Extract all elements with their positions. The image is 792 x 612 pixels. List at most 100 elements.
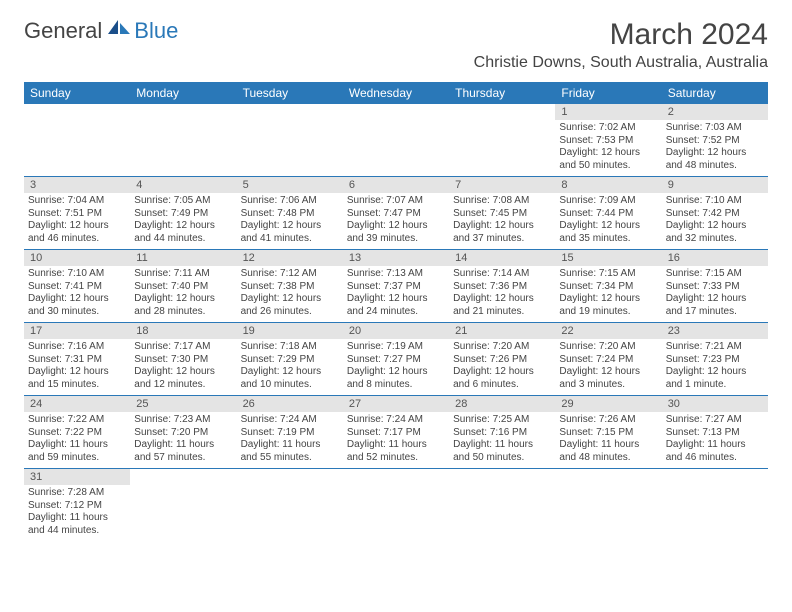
daylight-line: Daylight: 11 hours and 46 minutes. [666, 439, 764, 464]
daylight-line: Daylight: 12 hours and 32 minutes. [666, 220, 764, 245]
day-details: Sunrise: 7:10 AMSunset: 7:42 PMDaylight:… [662, 193, 768, 249]
sunset-line: Sunset: 7:33 PM [666, 281, 764, 294]
sunset-line: Sunset: 7:45 PM [453, 208, 551, 221]
sunset-line: Sunset: 7:20 PM [134, 427, 232, 440]
calendar-cell: 2Sunrise: 7:03 AMSunset: 7:52 PMDaylight… [662, 104, 768, 177]
day-number: 31 [24, 469, 130, 485]
sunset-line: Sunset: 7:12 PM [28, 500, 126, 513]
daylight-line: Daylight: 12 hours and 6 minutes. [453, 366, 551, 391]
sunrise-line: Sunrise: 7:03 AM [666, 122, 764, 135]
day-details: Sunrise: 7:24 AMSunset: 7:19 PMDaylight:… [237, 412, 343, 468]
day-number: 8 [555, 177, 661, 193]
daylight-line: Daylight: 12 hours and 50 minutes. [559, 147, 657, 172]
sunrise-line: Sunrise: 7:12 AM [241, 268, 339, 281]
sunrise-line: Sunrise: 7:11 AM [134, 268, 232, 281]
day-details: Sunrise: 7:11 AMSunset: 7:40 PMDaylight:… [130, 266, 236, 322]
sunrise-line: Sunrise: 7:15 AM [559, 268, 657, 281]
daylight-line: Daylight: 12 hours and 19 minutes. [559, 293, 657, 318]
day-details: Sunrise: 7:28 AMSunset: 7:12 PMDaylight:… [24, 485, 130, 541]
day-details: Sunrise: 7:16 AMSunset: 7:31 PMDaylight:… [24, 339, 130, 395]
sunrise-line: Sunrise: 7:10 AM [28, 268, 126, 281]
calendar-cell: 28Sunrise: 7:25 AMSunset: 7:16 PMDayligh… [449, 396, 555, 469]
day-details: Sunrise: 7:21 AMSunset: 7:23 PMDaylight:… [662, 339, 768, 395]
day-details: Sunrise: 7:03 AMSunset: 7:52 PMDaylight:… [662, 120, 768, 176]
sunset-line: Sunset: 7:37 PM [347, 281, 445, 294]
sunset-line: Sunset: 7:24 PM [559, 354, 657, 367]
sunrise-line: Sunrise: 7:07 AM [347, 195, 445, 208]
day-number: 30 [662, 396, 768, 412]
calendar-cell [449, 104, 555, 177]
day-number: 9 [662, 177, 768, 193]
sunset-line: Sunset: 7:15 PM [559, 427, 657, 440]
day-details: Sunrise: 7:20 AMSunset: 7:26 PMDaylight:… [449, 339, 555, 395]
calendar-week-row: 17Sunrise: 7:16 AMSunset: 7:31 PMDayligh… [24, 323, 768, 396]
sunset-line: Sunset: 7:22 PM [28, 427, 126, 440]
day-details: Sunrise: 7:15 AMSunset: 7:34 PMDaylight:… [555, 266, 661, 322]
sunset-line: Sunset: 7:47 PM [347, 208, 445, 221]
day-details: Sunrise: 7:23 AMSunset: 7:20 PMDaylight:… [130, 412, 236, 468]
sunrise-line: Sunrise: 7:15 AM [666, 268, 764, 281]
sunrise-line: Sunrise: 7:02 AM [559, 122, 657, 135]
sunset-line: Sunset: 7:16 PM [453, 427, 551, 440]
sunset-line: Sunset: 7:34 PM [559, 281, 657, 294]
sunset-line: Sunset: 7:31 PM [28, 354, 126, 367]
sunrise-line: Sunrise: 7:09 AM [559, 195, 657, 208]
day-details: Sunrise: 7:13 AMSunset: 7:37 PMDaylight:… [343, 266, 449, 322]
calendar-cell: 27Sunrise: 7:24 AMSunset: 7:17 PMDayligh… [343, 396, 449, 469]
title-block: March 2024 Christie Downs, South Austral… [474, 18, 768, 72]
sunrise-line: Sunrise: 7:24 AM [241, 414, 339, 427]
calendar-cell: 4Sunrise: 7:05 AMSunset: 7:49 PMDaylight… [130, 177, 236, 250]
sunrise-line: Sunrise: 7:17 AM [134, 341, 232, 354]
sunrise-line: Sunrise: 7:08 AM [453, 195, 551, 208]
day-number: 2 [662, 104, 768, 120]
sunset-line: Sunset: 7:53 PM [559, 135, 657, 148]
daylight-line: Daylight: 12 hours and 3 minutes. [559, 366, 657, 391]
calendar-cell [449, 469, 555, 542]
sunrise-line: Sunrise: 7:04 AM [28, 195, 126, 208]
sunset-line: Sunset: 7:23 PM [666, 354, 764, 367]
title-location: Christie Downs, South Australia, Austral… [474, 54, 768, 72]
daylight-line: Daylight: 12 hours and 17 minutes. [666, 293, 764, 318]
day-details: Sunrise: 7:17 AMSunset: 7:30 PMDaylight:… [130, 339, 236, 395]
sunset-line: Sunset: 7:48 PM [241, 208, 339, 221]
daylight-line: Daylight: 12 hours and 48 minutes. [666, 147, 764, 172]
weekday-header: Saturday [662, 82, 768, 104]
daylight-line: Daylight: 11 hours and 48 minutes. [559, 439, 657, 464]
sunrise-line: Sunrise: 7:21 AM [666, 341, 764, 354]
calendar-cell [343, 104, 449, 177]
calendar-cell: 11Sunrise: 7:11 AMSunset: 7:40 PMDayligh… [130, 250, 236, 323]
calendar-week-row: 24Sunrise: 7:22 AMSunset: 7:22 PMDayligh… [24, 396, 768, 469]
day-number: 13 [343, 250, 449, 266]
calendar-cell [555, 469, 661, 542]
day-number: 18 [130, 323, 236, 339]
daylight-line: Daylight: 11 hours and 57 minutes. [134, 439, 232, 464]
day-number: 11 [130, 250, 236, 266]
sunrise-line: Sunrise: 7:23 AM [134, 414, 232, 427]
day-details: Sunrise: 7:24 AMSunset: 7:17 PMDaylight:… [343, 412, 449, 468]
day-details: Sunrise: 7:20 AMSunset: 7:24 PMDaylight:… [555, 339, 661, 395]
day-number: 19 [237, 323, 343, 339]
title-month: March 2024 [474, 18, 768, 52]
header: General Blue March 2024 Christie Downs, … [24, 18, 768, 72]
sunrise-line: Sunrise: 7:18 AM [241, 341, 339, 354]
day-number: 23 [662, 323, 768, 339]
calendar-cell: 24Sunrise: 7:22 AMSunset: 7:22 PMDayligh… [24, 396, 130, 469]
sunset-line: Sunset: 7:41 PM [28, 281, 126, 294]
day-number: 15 [555, 250, 661, 266]
daylight-line: Daylight: 12 hours and 37 minutes. [453, 220, 551, 245]
day-details: Sunrise: 7:22 AMSunset: 7:22 PMDaylight:… [24, 412, 130, 468]
logo-text-general: General [24, 18, 102, 44]
sunset-line: Sunset: 7:29 PM [241, 354, 339, 367]
day-number: 25 [130, 396, 236, 412]
sunset-line: Sunset: 7:17 PM [347, 427, 445, 440]
daylight-line: Daylight: 12 hours and 41 minutes. [241, 220, 339, 245]
day-details: Sunrise: 7:10 AMSunset: 7:41 PMDaylight:… [24, 266, 130, 322]
sunrise-line: Sunrise: 7:28 AM [28, 487, 126, 500]
day-number: 12 [237, 250, 343, 266]
day-number: 7 [449, 177, 555, 193]
calendar-cell [130, 104, 236, 177]
daylight-line: Daylight: 12 hours and 26 minutes. [241, 293, 339, 318]
day-details: Sunrise: 7:06 AMSunset: 7:48 PMDaylight:… [237, 193, 343, 249]
calendar-cell [343, 469, 449, 542]
calendar-cell: 7 Sunrise: 7:08 AMSunset: 7:45 PMDaylight… [449, 177, 555, 250]
